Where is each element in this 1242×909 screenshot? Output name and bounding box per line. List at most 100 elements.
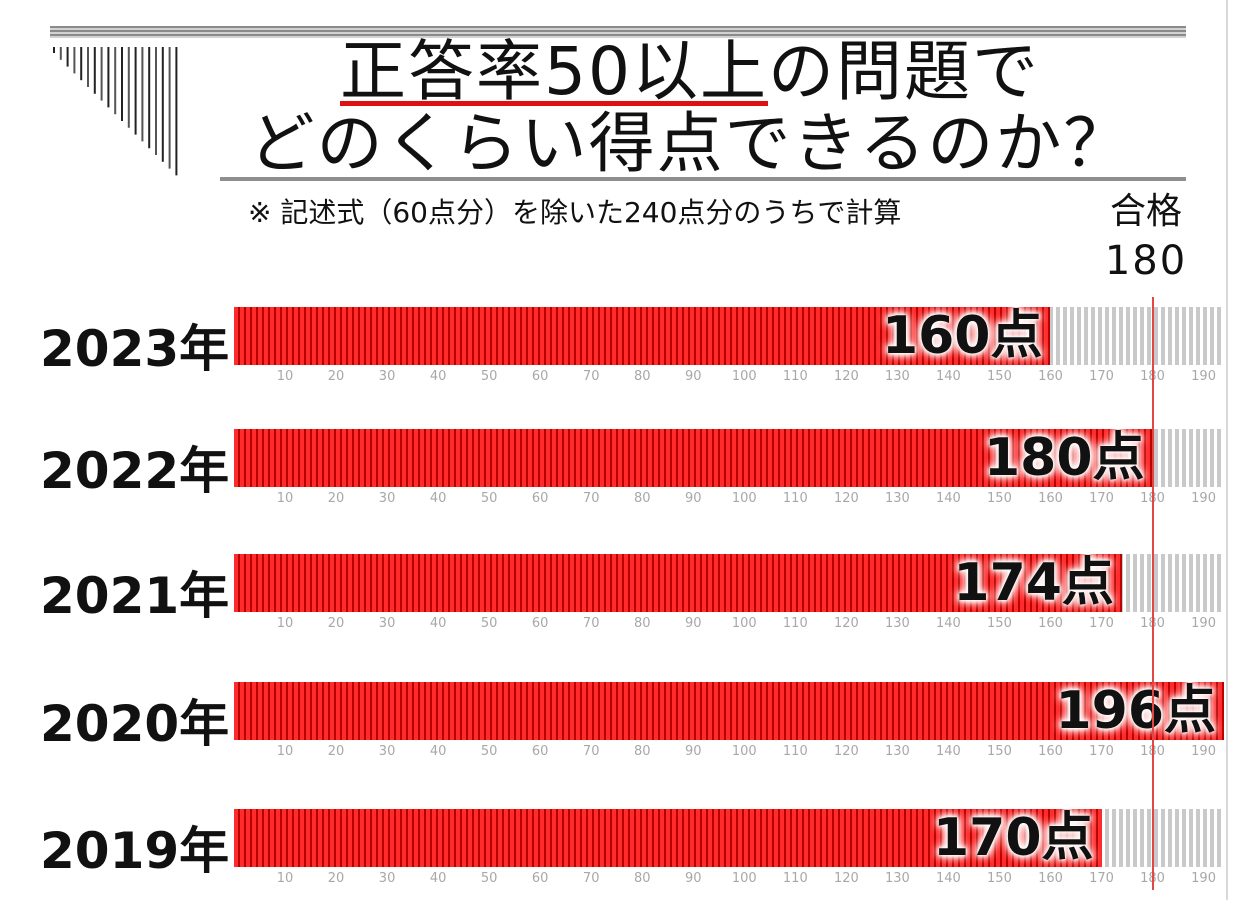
x-tick-label: 10 bbox=[276, 491, 294, 506]
x-tick-label: 50 bbox=[480, 871, 498, 886]
x-tick-label: 110 bbox=[782, 369, 808, 384]
x-tick-label: 60 bbox=[531, 871, 549, 886]
x-axis-ticks: 10 20 30 40 50 60 70 80 90 100 110 120 130 140 150 160 1… bbox=[234, 744, 1224, 764]
score-label: 160点 bbox=[881, 306, 1043, 366]
x-tick-label: 90 bbox=[684, 744, 702, 759]
score-bar bbox=[234, 809, 1102, 867]
x-tick-label: 140 bbox=[936, 616, 961, 631]
x-tick-label: 30 bbox=[378, 369, 396, 384]
bar-row-2023: 2023年 160点 10 20 30 40 50 60 70 80 90 100 110 120 130 1… bbox=[0, 307, 1242, 407]
x-tick-label: 40 bbox=[429, 369, 447, 384]
x-tick-label: 90 bbox=[684, 616, 702, 631]
x-axis-ticks: 10 20 30 40 50 60 70 80 90 100 110 120 130 140 150 160 1… bbox=[234, 871, 1224, 891]
x-tick-label: 110 bbox=[782, 491, 808, 506]
score-bar bbox=[234, 307, 1051, 365]
page-title: 正答率50以上の問題で どのくらい得点できるのか？ bbox=[230, 36, 1150, 180]
x-tick-label: 140 bbox=[936, 744, 961, 759]
x-tick-label: 160 bbox=[1038, 369, 1063, 384]
x-tick-label: 120 bbox=[833, 369, 859, 384]
year-label: 2021年 bbox=[40, 567, 230, 625]
x-tick-label: 190 bbox=[1191, 369, 1216, 384]
x-tick-label: 150 bbox=[987, 491, 1012, 506]
x-tick-label: 70 bbox=[582, 369, 600, 384]
x-tick-label: 140 bbox=[936, 369, 961, 384]
x-tick-label: 170 bbox=[1089, 369, 1114, 384]
x-tick-label: 70 bbox=[582, 871, 600, 886]
x-tick-label: 150 bbox=[987, 369, 1012, 384]
x-tick-label: 50 bbox=[480, 616, 498, 631]
score-label: 170点 bbox=[932, 808, 1094, 868]
pass-label: 合格 bbox=[1109, 191, 1182, 232]
bar-row-2020: 2020年 196点 10 20 30 40 50 60 70 80 90 100 110 120 130 1… bbox=[0, 682, 1242, 782]
x-tick-label: 110 bbox=[782, 616, 808, 631]
x-tick-label: 150 bbox=[987, 616, 1012, 631]
x-tick-label: 50 bbox=[480, 491, 498, 506]
score-bar bbox=[234, 554, 1122, 612]
x-tick-label: 40 bbox=[429, 871, 447, 886]
title-line-2: どのくらい得点できるのか？ bbox=[248, 105, 1132, 182]
x-tick-label: 80 bbox=[633, 491, 651, 506]
right-edge-line bbox=[1226, 0, 1228, 900]
x-tick-label: 10 bbox=[276, 369, 294, 384]
x-tick-label: 130 bbox=[884, 491, 910, 506]
pass-threshold-line bbox=[1151, 297, 1154, 890]
x-axis-ticks: 10 20 30 40 50 60 70 80 90 100 110 120 130 140 150 160 1… bbox=[234, 491, 1224, 511]
year-label: 2020年 bbox=[40, 695, 230, 753]
x-tick-label: 40 bbox=[429, 744, 447, 759]
pass-score: 180 bbox=[1104, 238, 1188, 284]
x-tick-label: 170 bbox=[1089, 491, 1114, 506]
title-line-1-rest: の問題で bbox=[767, 33, 1040, 110]
x-tick-label: 80 bbox=[633, 871, 651, 886]
bar-row-2019: 2019年 170点 10 20 30 40 50 60 70 80 90 100 110 120 130 1… bbox=[0, 809, 1242, 909]
x-tick-label: 20 bbox=[327, 369, 345, 384]
year-label: 2022年 bbox=[40, 442, 230, 500]
x-tick-label: 30 bbox=[378, 616, 396, 631]
x-tick-label: 110 bbox=[782, 744, 808, 759]
score-bar bbox=[234, 682, 1224, 740]
x-tick-label: 30 bbox=[378, 744, 396, 759]
x-tick-label: 100 bbox=[731, 871, 757, 886]
x-tick-label: 10 bbox=[276, 744, 294, 759]
x-tick-label: 190 bbox=[1191, 744, 1216, 759]
score-label: 196点 bbox=[1055, 681, 1216, 741]
x-tick-label: 130 bbox=[884, 744, 910, 759]
x-tick-label: 100 bbox=[731, 616, 757, 631]
x-tick-label: 60 bbox=[531, 369, 549, 384]
x-tick-label: 130 bbox=[884, 369, 910, 384]
x-tick-label: 140 bbox=[936, 871, 961, 886]
bar-row-2021: 2021年 174点 10 20 30 40 50 60 70 80 90 100 110 120 130 1… bbox=[0, 554, 1242, 654]
x-tick-label: 120 bbox=[833, 744, 859, 759]
x-tick-label: 190 bbox=[1191, 871, 1216, 886]
x-axis-ticks: 10 20 30 40 50 60 70 80 90 100 110 120 130 140 150 160 1… bbox=[234, 616, 1224, 636]
x-tick-label: 50 bbox=[480, 369, 498, 384]
x-tick-label: 100 bbox=[731, 744, 757, 759]
x-tick-label: 30 bbox=[378, 871, 396, 886]
x-tick-label: 20 bbox=[327, 744, 345, 759]
corner-stripes-decoration bbox=[53, 47, 178, 176]
year-label: 2019年 bbox=[40, 822, 230, 880]
x-tick-label: 160 bbox=[1038, 491, 1063, 506]
score-label: 180点 bbox=[984, 428, 1145, 488]
title-line-1: 正答率50以上の問題で bbox=[230, 36, 1150, 108]
x-tick-label: 120 bbox=[833, 871, 859, 886]
x-tick-label: 90 bbox=[684, 871, 702, 886]
x-tick-label: 170 bbox=[1089, 871, 1114, 886]
x-tick-label: 40 bbox=[429, 616, 447, 631]
x-tick-label: 40 bbox=[429, 491, 447, 506]
x-tick-label: 160 bbox=[1038, 616, 1063, 631]
x-tick-label: 150 bbox=[987, 744, 1012, 759]
x-tick-label: 120 bbox=[833, 491, 859, 506]
x-tick-label: 190 bbox=[1191, 491, 1216, 506]
x-tick-label: 140 bbox=[936, 491, 961, 506]
title-bottom-rule bbox=[220, 177, 1186, 181]
bar-row-2022: 2022年 180点 10 20 30 40 50 60 70 80 90 100 110 120 130 1… bbox=[0, 429, 1242, 529]
x-tick-label: 60 bbox=[531, 491, 549, 506]
x-tick-label: 190 bbox=[1191, 616, 1216, 631]
x-tick-label: 20 bbox=[327, 871, 345, 886]
x-tick-label: 20 bbox=[327, 491, 345, 506]
x-tick-label: 70 bbox=[582, 744, 600, 759]
score-bar bbox=[234, 429, 1153, 487]
x-tick-label: 170 bbox=[1089, 616, 1114, 631]
x-tick-label: 120 bbox=[833, 616, 859, 631]
x-axis-ticks: 10 20 30 40 50 60 70 80 90 100 110 120 130 140 150 160 1… bbox=[234, 369, 1224, 389]
